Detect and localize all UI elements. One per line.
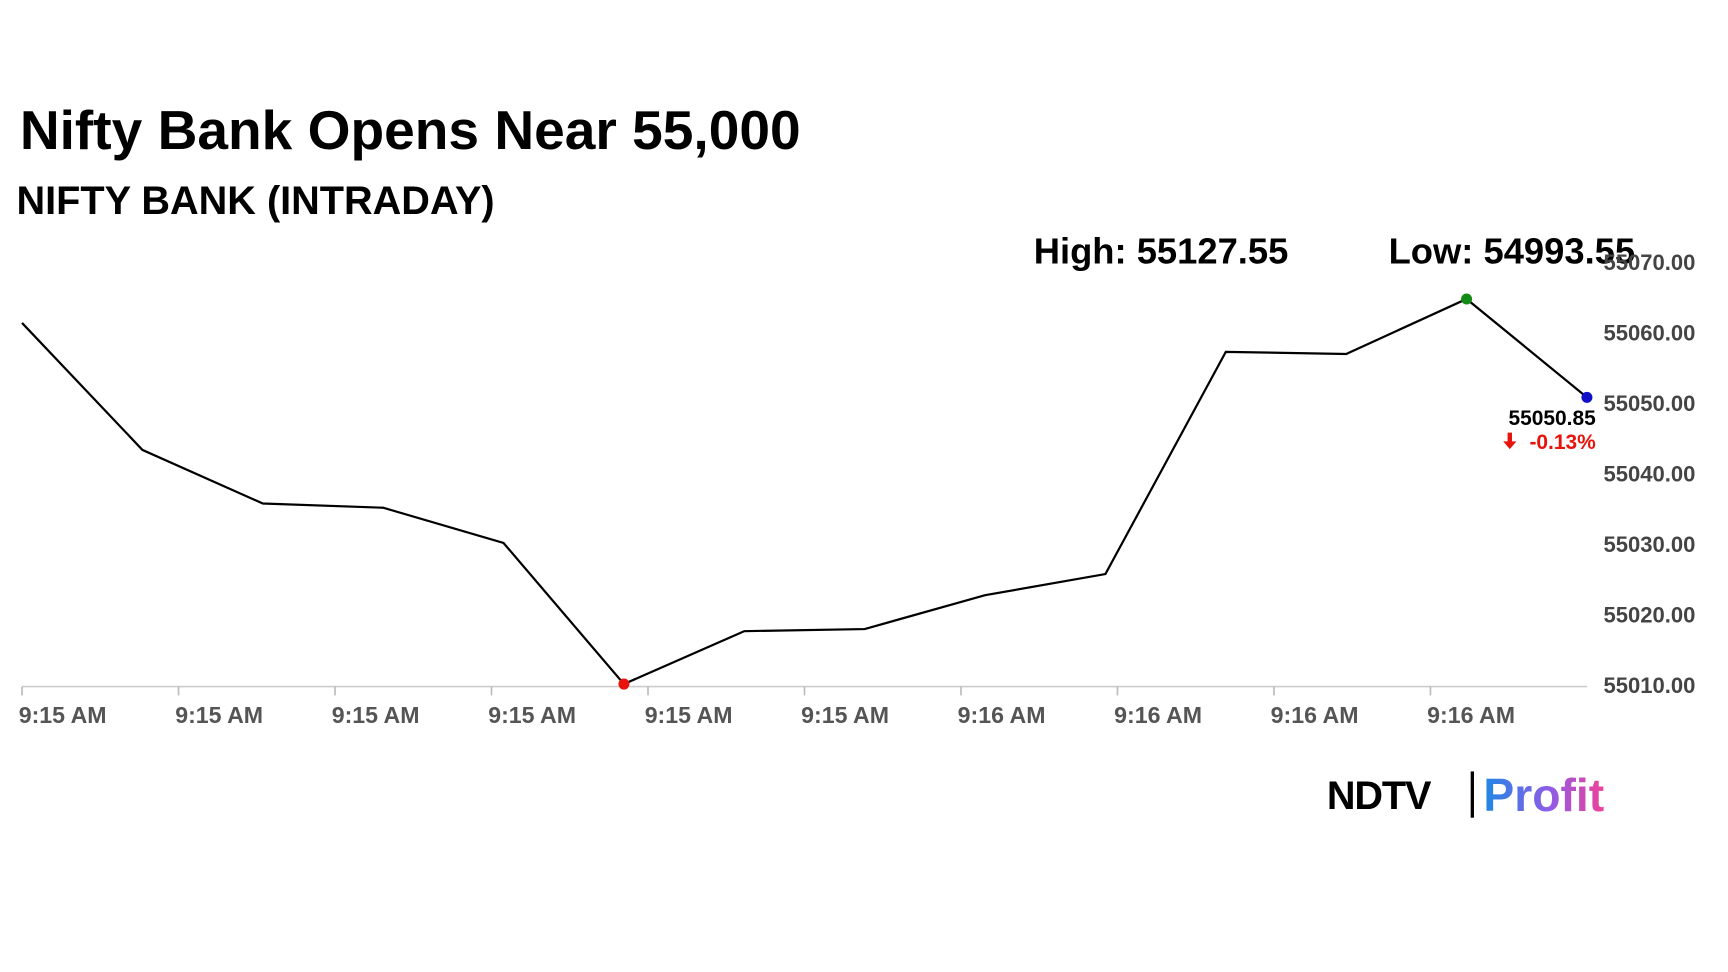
x-tick-label: 9:15 AM [645, 702, 733, 728]
x-tick-label: 9:15 AM [801, 702, 889, 728]
x-tick-label: 9:16 AM [1271, 702, 1359, 728]
x-tick-label: 9:16 AM [1427, 702, 1515, 728]
y-tick-label: 55070.00 [1603, 250, 1695, 275]
x-tick-label: 9:15 AM [332, 702, 420, 728]
high-label: High: 55127.55 [1034, 230, 1289, 271]
x-tick-label: 9:15 AM [175, 702, 263, 728]
x-tick-label: 9:15 AM [19, 702, 107, 728]
logo: NDTV Profit [1327, 769, 1604, 821]
logo-left: NDTV [1327, 774, 1432, 818]
down-arrow [1503, 432, 1517, 450]
y-tick-label: 55050.00 [1603, 391, 1695, 416]
last-marker [1581, 391, 1593, 403]
change-label: -0.13% [1529, 431, 1596, 454]
x-tick-label: 9:16 AM [958, 702, 1046, 728]
last-value-label: 55050.85 [1508, 407, 1596, 430]
chart-subtitle: NIFTY BANK (INTRADAY) [17, 179, 495, 223]
high-marker [1461, 293, 1473, 305]
chart-title: Nifty Bank Opens Near 55,000 [20, 99, 801, 161]
logo-right: Profit [1483, 769, 1604, 821]
y-tick-label: 55030.00 [1603, 532, 1695, 557]
low-label: Low: 54993.55 [1389, 230, 1636, 271]
y-tick-label: 55040.00 [1603, 462, 1695, 487]
low-marker [618, 678, 630, 690]
y-tick-label: 55060.00 [1603, 321, 1695, 346]
y-tick-label: 55010.00 [1603, 673, 1695, 698]
x-tick-label: 9:16 AM [1114, 702, 1202, 728]
x-tick-label: 9:15 AM [488, 702, 576, 728]
y-tick-label: 55020.00 [1603, 603, 1695, 628]
line-series [21, 297, 1588, 686]
